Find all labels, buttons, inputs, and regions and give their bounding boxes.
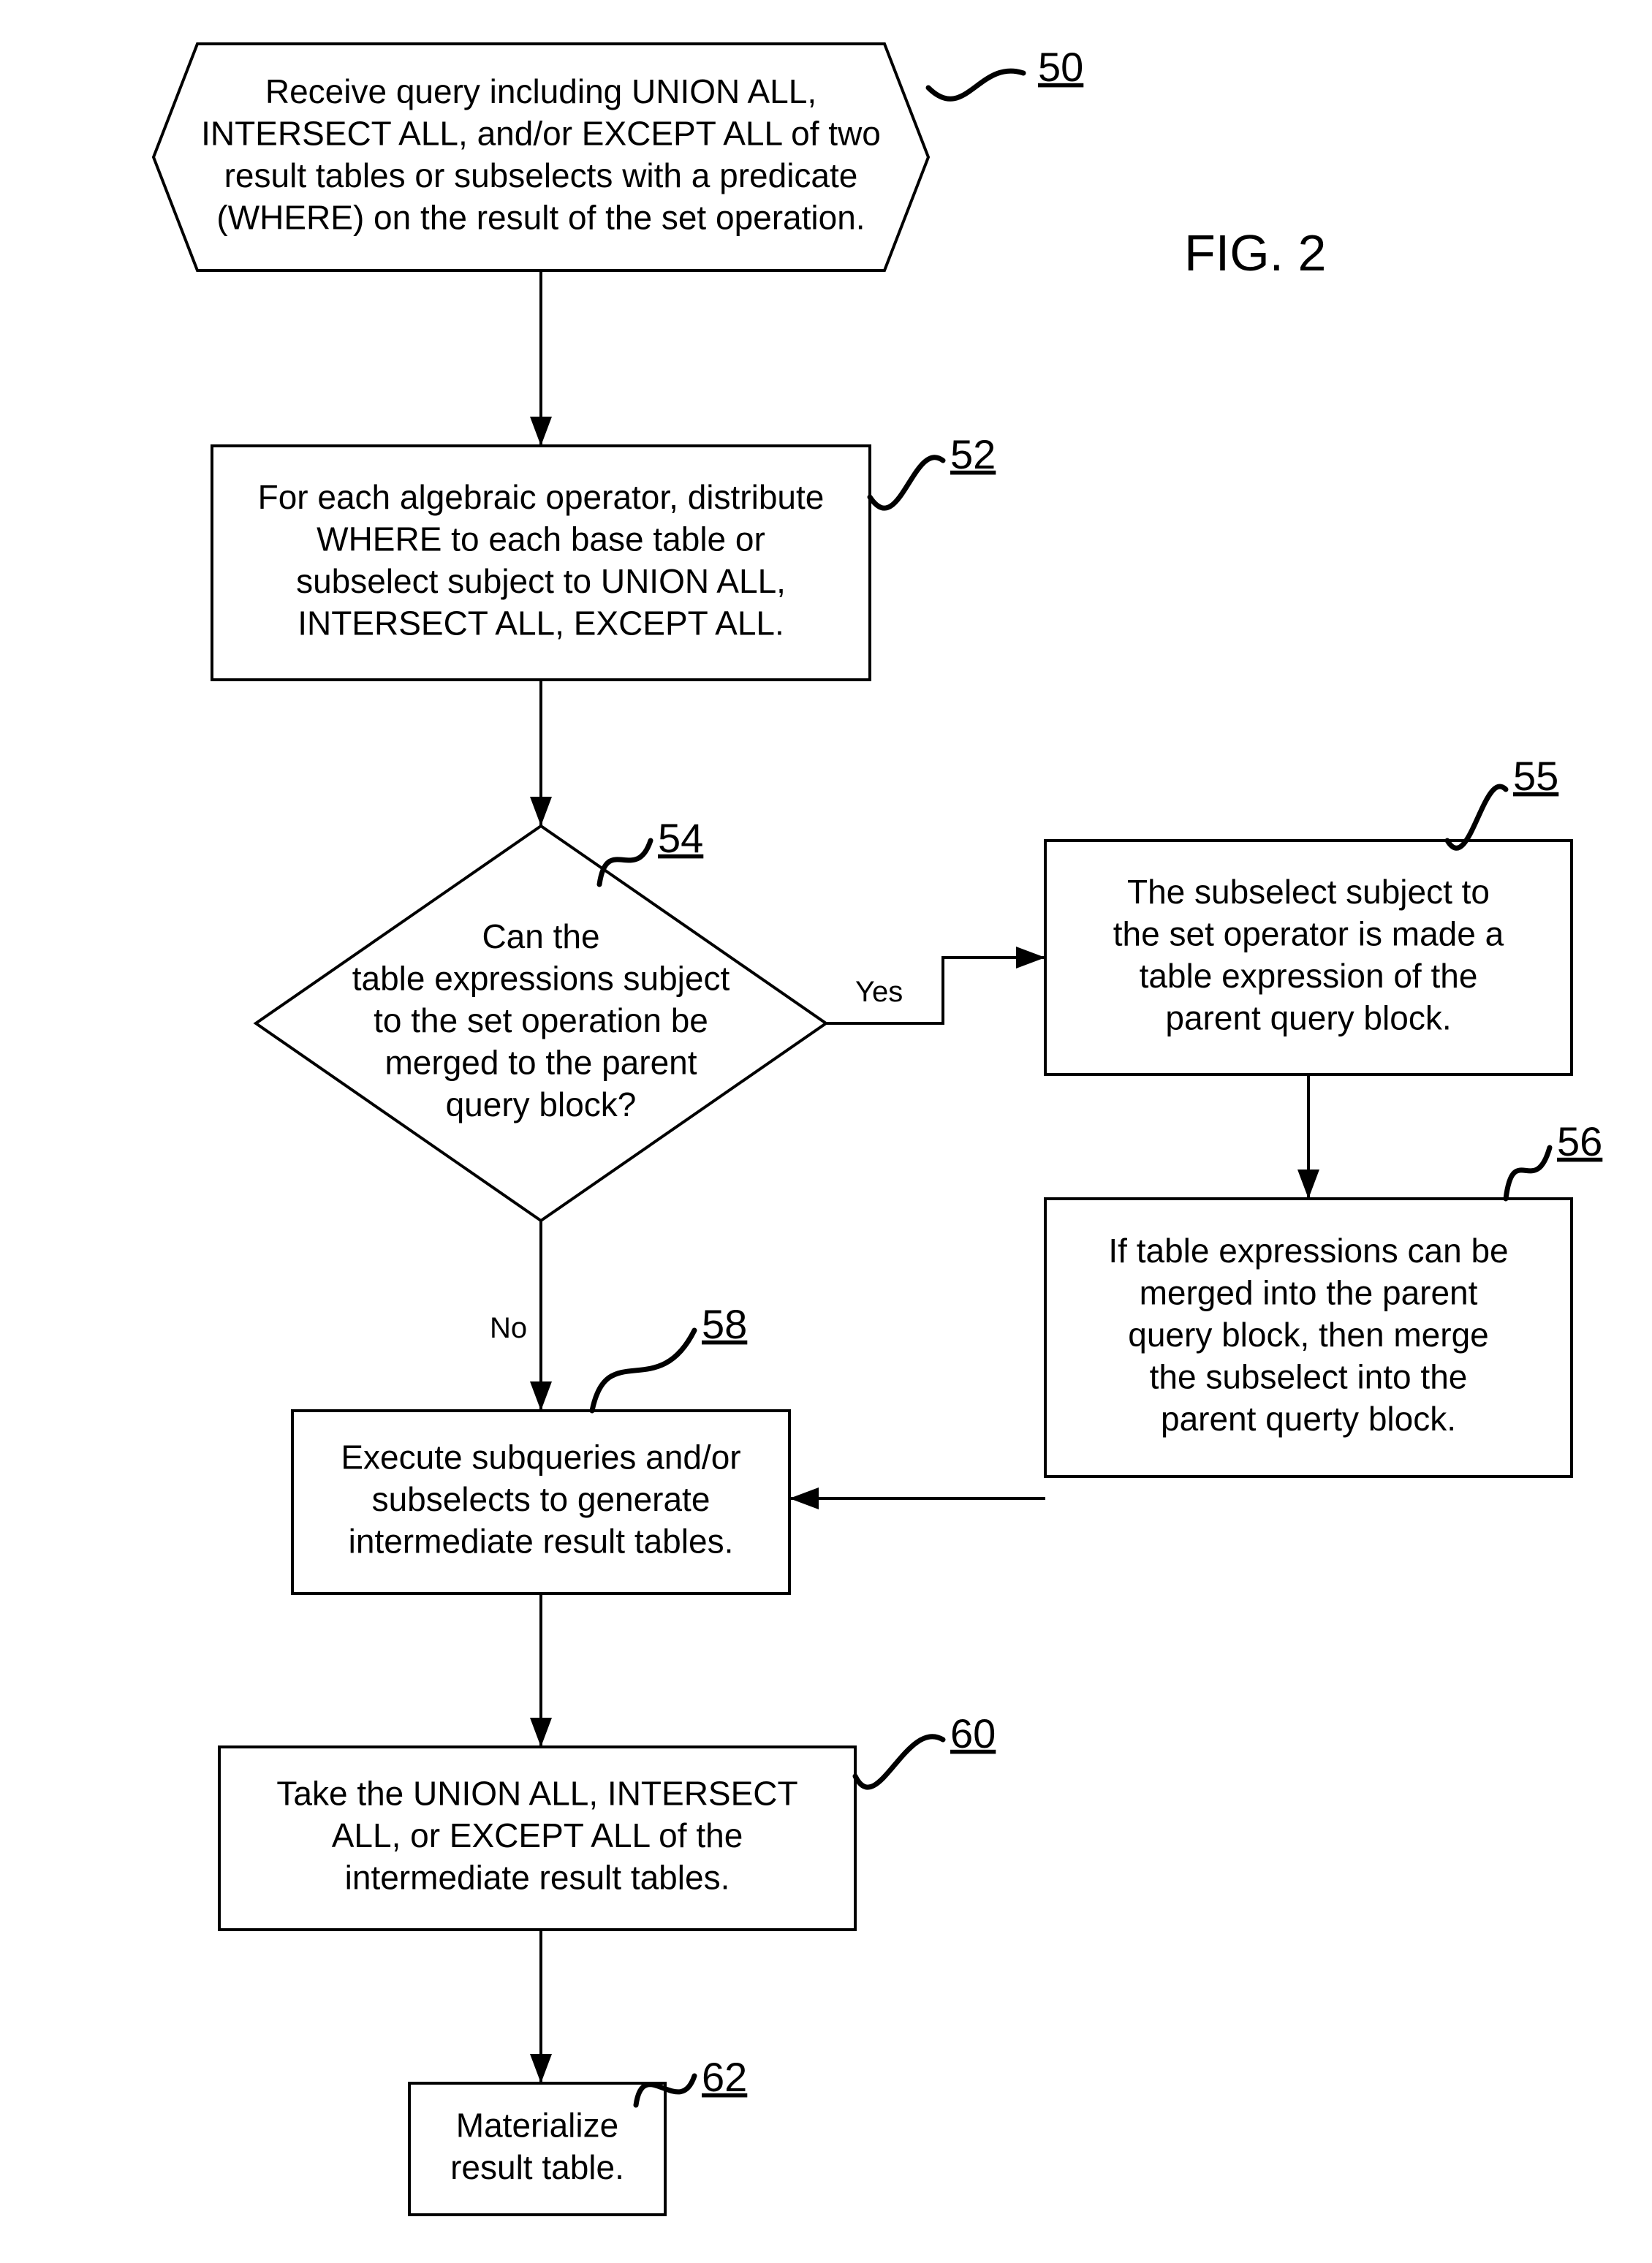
edge-label-2: Yes [855, 976, 903, 1008]
node-text-n52: For each algebraic operator, distribute W… [258, 478, 825, 642]
svg-text:Can the: Can the [482, 917, 599, 955]
svg-text:query block, then merge: query block, then merge [1128, 1316, 1489, 1354]
svg-text:(WHERE) on the result of the s: (WHERE) on the result of the set operati… [216, 198, 865, 236]
node-text-n54: Can the table expressions subjectto the s… [352, 917, 730, 1123]
svg-text:WHERE to each base table or: WHERE to each base table or [317, 520, 765, 558]
ref-num-n62: 62 [702, 2054, 747, 2100]
svg-text:Execute subqueries and/or: Execute subqueries and/or [341, 1438, 740, 1477]
ref-lead-n50 [928, 71, 1023, 99]
node-text-n56: If table expressions can be merged into t… [1108, 1232, 1508, 1438]
svg-text:result tables or subselects wi: result tables or subselects with a predi… [224, 156, 858, 194]
ref-num-n54: 54 [658, 815, 703, 861]
svg-text:The subselect subject to: The subselect subject to [1127, 873, 1490, 911]
svg-text:Receive query including UNION: Receive query including UNION ALL, [265, 72, 816, 110]
svg-text:query block?: query block? [446, 1085, 637, 1123]
ref-lead-n58 [592, 1330, 694, 1411]
ref-num-n55: 55 [1513, 753, 1558, 799]
svg-text:merged to the parent: merged to the parent [384, 1044, 697, 1082]
figure-label: FIG. 2 [1184, 224, 1326, 281]
svg-text:Take the UNION ALL, INTERSECT: Take the UNION ALL, INTERSECT [276, 1775, 797, 1813]
ref-num-n56: 56 [1557, 1118, 1602, 1164]
svg-text:subselects to generate: subselects to generate [372, 1480, 711, 1518]
svg-text:table expression of the: table expression of the [1140, 957, 1478, 995]
node-text-n55: The subselect subject tothe set operator… [1113, 873, 1504, 1037]
ref-lead-n54 [599, 841, 651, 884]
ref-num-n50: 50 [1038, 44, 1083, 90]
svg-text:to the set operation be: to the set operation be [374, 1001, 708, 1039]
node-text-n60: Take the UNION ALL, INTERSECTALL, or EXC… [276, 1775, 797, 1897]
svg-text:merged into the parent: merged into the parent [1140, 1274, 1478, 1312]
edge-label-5: No [490, 1312, 527, 1344]
ref-lead-n55 [1447, 786, 1506, 848]
node-text-n58: Execute subqueries and/orsubselects to g… [341, 1438, 740, 1561]
svg-text:the set operator is made a: the set operator is made a [1113, 914, 1504, 952]
svg-text:ALL, or EXCEPT ALL of the: ALL, or EXCEPT ALL of the [332, 1816, 743, 1854]
svg-text:subselect subject to UNION ALL: subselect subject to UNION ALL, [296, 562, 786, 600]
node-text-n62: Materialize result table. [450, 2106, 624, 2186]
svg-text:Materialize: Materialize [456, 2106, 618, 2144]
ref-num-n60: 60 [950, 1710, 996, 1756]
ref-lead-n52 [870, 458, 943, 508]
ref-num-n58: 58 [702, 1301, 747, 1347]
svg-text:INTERSECT ALL, EXCEPT ALL.: INTERSECT ALL, EXCEPT ALL. [298, 604, 784, 642]
svg-text:intermediate result tables.: intermediate result tables. [345, 1859, 730, 1897]
ref-lead-n56 [1506, 1148, 1550, 1199]
svg-text:intermediate result tables.: intermediate result tables. [349, 1523, 734, 1561]
ref-lead-n60 [855, 1737, 943, 1787]
svg-text:table expressions subject: table expressions subject [352, 960, 730, 998]
svg-text:For each algebraic operator, d: For each algebraic operator, distribute [258, 478, 825, 516]
svg-text:parent querty block.: parent querty block. [1161, 1400, 1456, 1438]
svg-text:INTERSECT ALL, and/or EXCEPT A: INTERSECT ALL, and/or EXCEPT ALL of two [201, 114, 881, 152]
svg-text:parent query block.: parent query block. [1165, 998, 1451, 1036]
ref-num-n52: 52 [950, 431, 996, 477]
svg-text:If table expressions can be: If table expressions can be [1108, 1232, 1508, 1270]
svg-text:the subselect into the: the subselect into the [1150, 1358, 1468, 1396]
svg-text:result table.: result table. [450, 2148, 624, 2186]
node-text-n50: Receive query including UNION ALL, INTERS… [201, 72, 881, 237]
